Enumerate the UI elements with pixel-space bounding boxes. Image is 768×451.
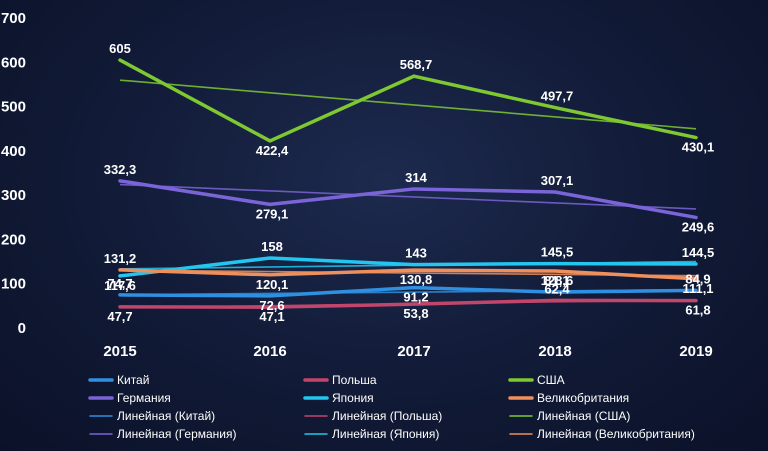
data-label: 568,7 — [400, 57, 433, 72]
series-lines — [118, 58, 698, 309]
data-label: 120,1 — [256, 277, 289, 292]
series-line-Германия — [118, 179, 698, 220]
legend-entry: Линейная (Польша) — [332, 409, 442, 423]
legend-entry: Линейная (Германия) — [117, 427, 237, 441]
data-label: 332,3 — [104, 162, 137, 177]
y-tick-label: 400 — [1, 143, 26, 160]
data-label: 81,1 — [544, 273, 569, 288]
data-label: 307,1 — [541, 173, 574, 188]
data-label: 61,8 — [685, 303, 710, 318]
y-tick-label: 600 — [1, 54, 26, 71]
y-tick-label: 200 — [1, 231, 26, 248]
trendline-Германия — [119, 183, 697, 210]
data-label: 145,5 — [541, 245, 574, 260]
data-label: 430,1 — [682, 140, 715, 155]
data-label: 47,7 — [107, 309, 132, 324]
series-line-Япония — [118, 256, 698, 278]
data-label: 74,7 — [107, 276, 132, 291]
data-label: 143 — [405, 246, 427, 261]
data-label: 249,6 — [682, 219, 715, 234]
x-axis: 2015 2016 2017 2018 2019 — [103, 343, 712, 360]
data-label: 158 — [261, 239, 283, 254]
x-tick-label: 2018 — [538, 343, 571, 360]
data-label: 131,2 — [104, 251, 137, 266]
legend-entry: Линейная (Китай) — [117, 409, 215, 423]
x-tick-label: 2015 — [103, 343, 136, 360]
legend-entry: Китай — [117, 373, 149, 387]
series-line-Польша — [118, 298, 698, 309]
legend-entry: Линейная (США) — [537, 409, 630, 423]
legend-entry: Линейная (Великобритания) — [537, 427, 695, 441]
data-labels: 74,7 72,6 91,2 81,1 84,9 332,3 279,1 314 307,1 24… — [104, 41, 715, 324]
data-label: 91,2 — [403, 290, 428, 305]
data-label: 144,5 — [682, 245, 715, 260]
data-label: 605 — [109, 41, 131, 56]
data-label: 117,6 — [104, 278, 136, 293]
data-label: 53,8 — [403, 306, 428, 321]
x-tick-label: 2016 — [253, 343, 286, 360]
legend-entry: Линейная (Япония) — [332, 427, 439, 441]
data-label: 128,6 — [541, 273, 574, 288]
data-label: 422,4 — [256, 143, 289, 158]
legend-entry: Япония — [332, 391, 374, 405]
y-tick-label: 100 — [1, 276, 26, 293]
data-label: 111,1 — [682, 281, 713, 296]
data-label: 72,6 — [259, 298, 284, 313]
legend-entry: США — [537, 373, 565, 387]
y-tick-label: 700 — [1, 10, 26, 27]
series-line-Великобритания — [118, 268, 698, 281]
legend: Китай Польша США Германия Япония Великобритан… — [88, 373, 695, 441]
series-line-Китай — [118, 285, 698, 298]
data-label: 130,8 — [400, 272, 433, 287]
data-label: 47,1 — [259, 309, 284, 324]
legend-entry: Германия — [117, 391, 171, 405]
data-label: 84,9 — [685, 271, 710, 286]
x-tick-label: 2019 — [679, 343, 712, 360]
trendline-США — [119, 79, 697, 130]
y-tick-label: 500 — [1, 99, 26, 116]
legend-entry: Великобритания — [537, 391, 629, 405]
y-axis: 0 100 200 300 400 500 600 700 — [1, 10, 26, 337]
data-label: 314 — [405, 170, 427, 185]
y-tick-label: 0 — [18, 320, 26, 337]
series-line-США — [118, 58, 698, 143]
data-label: 497,7 — [541, 89, 574, 104]
data-label: 62,4 — [544, 281, 570, 296]
x-tick-label: 2017 — [397, 343, 430, 360]
y-tick-label: 300 — [1, 187, 26, 204]
data-label: 279,1 — [256, 206, 289, 221]
legend-entry: Польша — [332, 373, 377, 387]
